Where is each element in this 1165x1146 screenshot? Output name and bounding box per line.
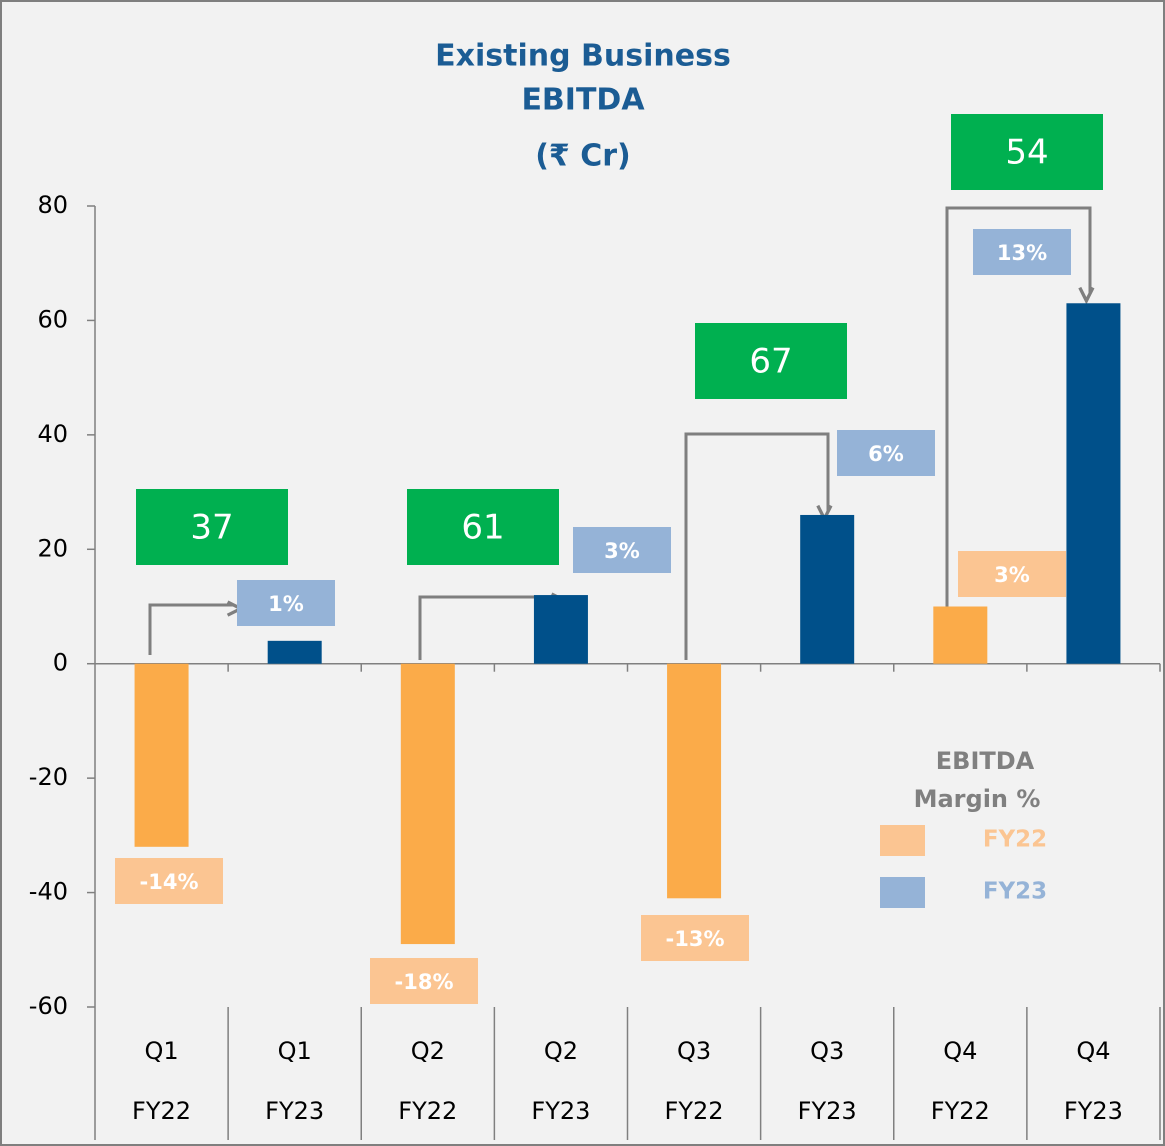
y-tick-label: 80 [37,191,68,219]
legend-swatch [880,825,925,856]
bar [533,595,588,664]
bar [267,640,322,664]
margin-label: -14% [140,870,199,894]
margin-label: -13% [666,927,725,951]
legend-title: EBITDA [936,747,1035,775]
x-tick-label: Q4 [1076,1037,1110,1065]
margin-label: -18% [395,970,454,994]
chart-title: Existing Business [435,39,731,74]
margin-box [641,915,749,961]
y-tick-label: 40 [37,420,68,448]
x-tick-label: Q2 [411,1037,445,1065]
x-tick-label: FY23 [531,1097,590,1125]
margin-label: 6% [868,442,904,466]
arrows [148,206,1095,660]
chart-title: EBITDA [521,83,645,118]
growth-label: 67 [749,342,792,382]
margin-box [958,551,1066,597]
growth-label: 61 [461,508,504,548]
y-tick-label: -40 [29,878,68,906]
x-tick-label: Q1 [278,1037,312,1065]
margin-label: 3% [994,563,1030,587]
arrow [148,600,245,655]
y-tick-label: -20 [29,763,68,791]
margin-label: 1% [268,592,304,616]
bar [933,606,988,664]
margin-box [837,430,935,476]
x-tick-label: Q1 [144,1037,178,1065]
growth-box [695,323,847,399]
growth-box [136,489,288,565]
arrow [418,592,569,660]
bar [667,663,722,899]
chart-title: (₹ Cr) [535,139,631,174]
arrow [684,432,833,660]
x-tick-label: FY23 [798,1097,857,1125]
margin-box [115,858,223,904]
legend-label: FY23 [983,879,1047,905]
x-tick-label: Q2 [544,1037,578,1065]
growth-label: 37 [190,508,233,548]
growth-label: 54 [1005,133,1048,173]
x-tick-label: FY23 [1064,1097,1123,1125]
y-tick-label: 0 [53,649,68,677]
y-tick-label: -60 [29,992,68,1020]
margin-box [973,229,1071,275]
arrow [945,206,1095,655]
y-tick-label: 60 [37,305,68,333]
x-tick-label: FY22 [931,1097,990,1125]
x-tick-label: FY22 [398,1097,457,1125]
x-tick-label: FY23 [265,1097,324,1125]
x-tick-label: Q3 [810,1037,844,1065]
margin-label: 13% [997,241,1047,265]
growth-box [407,489,559,565]
growth-box [951,114,1103,190]
margin-box [370,958,478,1004]
legend-title: Margin % [914,785,1041,813]
margin-box [237,580,335,626]
x-tick-label: Q4 [943,1037,977,1065]
legend-label: FY22 [983,827,1047,853]
x-tick-label: FY22 [132,1097,191,1125]
bar [400,663,455,945]
x-tick-label: FY22 [665,1097,724,1125]
bar [134,663,189,847]
margin-box [573,527,671,573]
bar [1066,303,1121,664]
y-tick-label: 20 [37,534,68,562]
bar [800,514,855,664]
x-tick-label: Q3 [677,1037,711,1065]
legend-swatch [880,877,925,908]
margin-label: 3% [604,539,640,563]
